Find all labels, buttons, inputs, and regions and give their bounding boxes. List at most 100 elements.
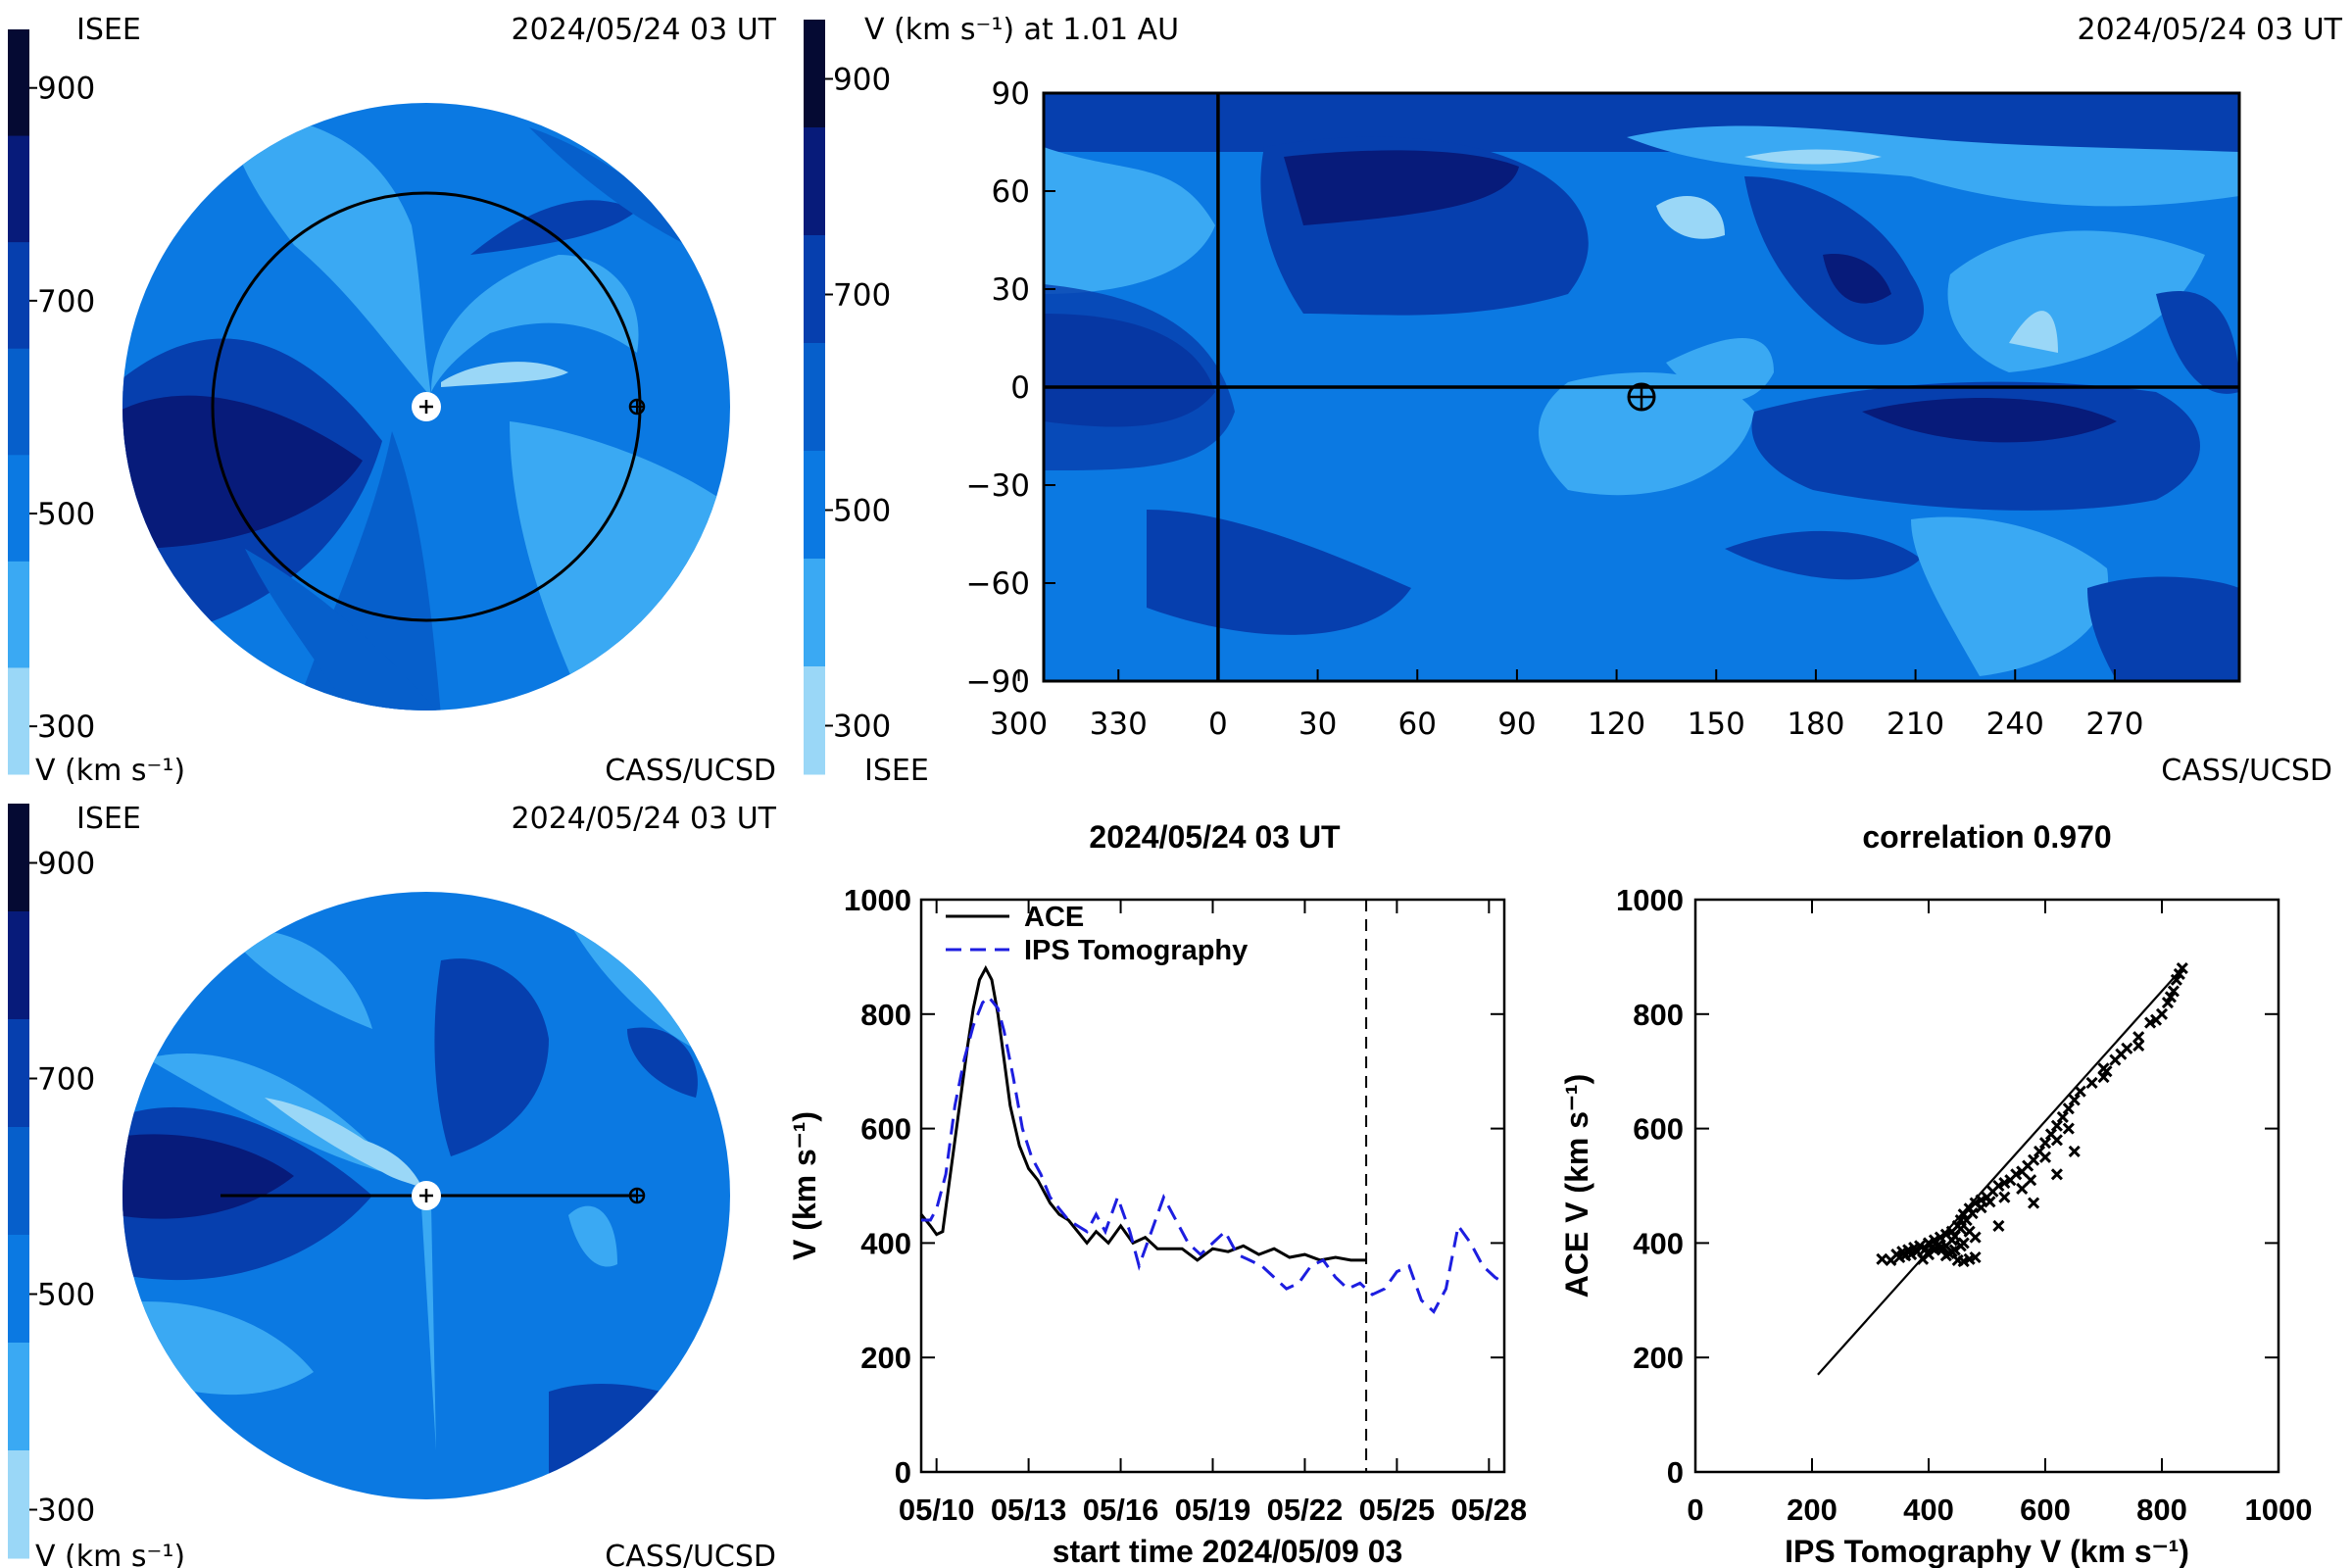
map-x-tick-label: 240 [1986, 707, 2044, 742]
earth-cross-icon [630, 1189, 644, 1202]
contour-region [431, 255, 639, 392]
contour-region [549, 1383, 725, 1499]
scatter-point [2144, 1016, 2157, 1029]
colorbar-map: 900 700 500 300 [804, 20, 891, 775]
map-x-tick-label: 60 [1398, 707, 1437, 742]
scatter-y-tick-label: 0 [1667, 1455, 1684, 1490]
colorbar-unit-label: V (km s⁻¹) [35, 1540, 185, 1568]
scatter-point [2176, 962, 2188, 975]
scatter-y-tick-label: 1000 [1616, 883, 1684, 917]
map-y-tick-label: 30 [992, 272, 1030, 308]
scatter-title: correlation 0.970 [1862, 819, 2111, 855]
regression-line [1817, 967, 2183, 1376]
colorbar-tl-swatch [8, 455, 29, 563]
series-line-ace [919, 964, 1367, 1262]
polar-view-top: ISEE 2024/05/24 03 UT V (km s⁻¹) CASS/UC… [35, 13, 777, 788]
contour-region [1823, 254, 1891, 304]
scatter-point [2164, 991, 2177, 1004]
map-x-tick-label: 300 [990, 707, 1048, 742]
colorbar-bottom-left: 900 700 500 300 [8, 804, 95, 1559]
colorbar-bl-swatch [8, 1019, 29, 1128]
scatter-point [1969, 1250, 1982, 1264]
time-series-y-tick-label: 0 [895, 1455, 911, 1490]
scatter-point [2038, 1137, 2052, 1150]
map-x-tick-label: 30 [1298, 707, 1337, 742]
colorbar-bl-swatch [8, 804, 29, 912]
time-series-x-tick-label: 05/10 [899, 1493, 975, 1527]
sun-cross-icon [419, 400, 433, 414]
earth-cross-icon [630, 400, 644, 414]
map-title: V (km s⁻¹) at 1.01 AU [864, 13, 1179, 47]
colorbar-tl-tick-label: 500 [37, 497, 95, 532]
contour-region [627, 1027, 698, 1098]
contour-region [1947, 230, 2205, 372]
contour-region [122, 1134, 294, 1219]
contour-region [225, 929, 372, 1029]
map-y-tick-label: −90 [966, 664, 1030, 700]
map-y-tick-label: 0 [1010, 370, 1030, 406]
series-line-ips [921, 995, 1505, 1314]
scatter-point [2173, 967, 2185, 980]
scatter-point [1896, 1246, 1909, 1258]
colorbar-tl-swatch [8, 135, 29, 243]
time-series-xlabel: start time 2024/05/09 03 [1053, 1534, 1403, 1568]
sun-cross-icon [419, 1189, 433, 1202]
colorbar-bl-tick-label: 500 [37, 1278, 95, 1313]
time-series-x-tick-label: 05/25 [1359, 1493, 1436, 1527]
contour-region [470, 200, 637, 255]
contour-region [1666, 338, 1774, 401]
map-x-tick-label: 180 [1787, 707, 1844, 742]
colorbar-map-swatch [804, 235, 825, 344]
contour-region [1539, 372, 1754, 496]
colorbar-map-swatch [804, 343, 825, 452]
time-series-y-tick-label: 200 [860, 1341, 911, 1375]
time-series-x-tick-label: 05/13 [991, 1493, 1067, 1527]
time-series-ylabel: V (km s⁻¹) [787, 1111, 822, 1260]
earth-position-cross-icon [1629, 384, 1654, 410]
colorbar-top-left: 900 700 500 300 [8, 29, 95, 775]
colorbar-bl-tick-label: 900 [37, 847, 95, 882]
map-y-tick-label: −30 [966, 468, 1030, 504]
colorbar-bl-swatch [8, 1127, 29, 1236]
scatter-point [2161, 997, 2175, 1009]
scatter-point [2132, 1039, 2145, 1052]
org-label-right: CASS/UCSD [605, 754, 776, 788]
colorbar-tl-swatch [8, 348, 29, 456]
scatter-point [1948, 1244, 1961, 1256]
colorbar-tl-tick-label: 900 [37, 72, 95, 107]
contour-region [2009, 311, 2058, 353]
timestamp-label: 2024/05/24 03 UT [512, 802, 777, 836]
contour-region [122, 395, 363, 549]
scatter-point [1992, 1179, 2005, 1193]
time-series-y-tick-label: 800 [860, 998, 911, 1032]
contour-region [1627, 125, 2239, 207]
scatter-point [2010, 1168, 2023, 1181]
colorbar-map-tick-label: 300 [833, 710, 891, 745]
scatter-point [2100, 1065, 2113, 1078]
polar-view-bottom: ISEE 2024/05/24 03 UT V (km s⁻¹) CASS/UC… [35, 802, 777, 1568]
colorbar-map-tick-label: 500 [833, 494, 891, 529]
map-timestamp: 2024/05/24 03 UT [2078, 13, 2343, 47]
contour-region [421, 1205, 436, 1450]
scatter-point [1934, 1231, 1946, 1244]
scatter-point [2050, 1168, 2063, 1181]
contour-region [568, 1205, 617, 1267]
map-x-tick-label: 150 [1688, 707, 1745, 742]
scatter-point [2170, 973, 2182, 986]
colorbar-bl-tick-label: 300 [37, 1494, 95, 1529]
contour-region [1911, 516, 2109, 676]
colorbar-map-swatch [804, 451, 825, 560]
map-x-tick-label: 210 [1886, 707, 1944, 742]
scatter-point [1936, 1243, 1949, 1255]
timestamp-label: 2024/05/24 03 UT [512, 13, 777, 47]
scatter-point [2068, 1094, 2081, 1106]
scatter-point [2068, 1145, 2081, 1158]
map-org-left: ISEE [864, 754, 929, 788]
map-y-tick-label: −60 [966, 566, 1030, 602]
contour-region [2087, 576, 2239, 681]
map-y-tick-label: 90 [992, 76, 1030, 112]
contour-region [1284, 150, 1519, 225]
time-series-x-tick-label: 05/22 [1267, 1493, 1344, 1527]
colorbar-tl-tick-label: 700 [37, 284, 95, 319]
